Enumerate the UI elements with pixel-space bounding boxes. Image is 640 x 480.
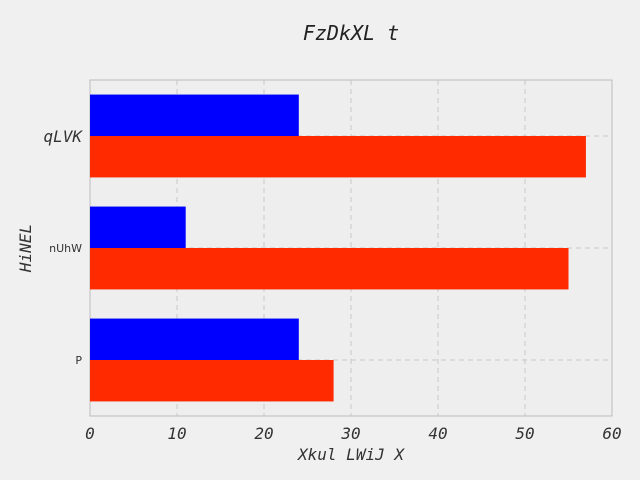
chart-title: FzDkXL t [303, 21, 399, 45]
bar-series-2-nUhW [90, 248, 569, 290]
bar-series-2-qLVK [90, 136, 586, 178]
x-axis-label: Xkul LWiJ X [297, 445, 405, 464]
x-tick-label: 50 [515, 424, 534, 443]
y-tick-label: qLVK [43, 127, 83, 146]
bar-series-1-qLVK [90, 94, 299, 136]
bar-series-1-P [90, 318, 299, 360]
x-tick-label: 30 [340, 424, 360, 443]
y-tick-label: nUhW [49, 242, 82, 255]
y-tick-label: P [75, 354, 82, 367]
bar-series-2-P [90, 360, 334, 402]
x-tick-label: 20 [254, 424, 273, 443]
bars [90, 94, 586, 402]
bar-series-1-nUhW [90, 206, 186, 248]
x-tick-label: 10 [167, 424, 186, 443]
x-tick-label: 40 [428, 424, 447, 443]
x-tick-label: 0 [85, 424, 95, 443]
x-tick-label: 60 [602, 424, 621, 443]
y-axis-label: HiNEL [16, 224, 35, 273]
x-tick-labels: 0 10 20 30 40 50 60 [85, 424, 621, 443]
